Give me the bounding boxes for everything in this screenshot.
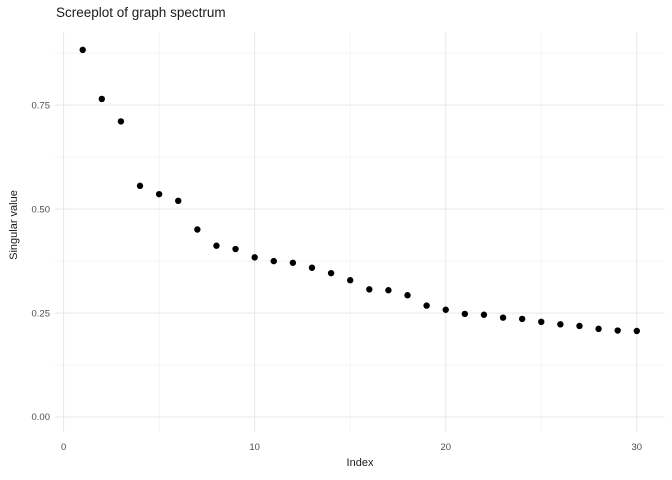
data-point xyxy=(385,287,392,294)
data-point xyxy=(117,118,125,125)
x-axis-tick-label: 30 xyxy=(632,442,643,453)
data-point xyxy=(633,327,640,335)
y-axis-tick-label: 0.25 xyxy=(32,308,51,319)
chart-title: Screeplot of graph spectrum xyxy=(56,5,226,20)
data-point xyxy=(614,327,621,334)
data-point xyxy=(442,306,449,313)
data-point xyxy=(538,318,545,326)
data-point xyxy=(346,277,354,284)
data-point xyxy=(327,269,335,277)
data-point xyxy=(595,325,602,333)
data-point xyxy=(366,286,373,293)
x-axis-tick-label: 0 xyxy=(61,442,66,453)
y-axis-tick-label: 0.50 xyxy=(32,204,51,215)
data-point xyxy=(270,257,277,265)
y-axis-title: Singular value xyxy=(8,190,20,260)
y-axis-tick-label: 0.00 xyxy=(32,412,51,423)
data-point xyxy=(251,254,258,261)
x-axis-title: Index xyxy=(346,457,374,469)
data-point xyxy=(423,302,430,309)
data-point xyxy=(155,190,163,198)
data-point xyxy=(232,245,239,253)
data-point xyxy=(404,292,411,299)
data-point xyxy=(289,259,297,266)
data-point xyxy=(136,182,144,190)
data-point xyxy=(461,310,469,318)
data-point xyxy=(576,322,583,330)
data-point xyxy=(557,321,564,328)
data-point xyxy=(518,315,526,323)
data-point xyxy=(308,264,316,271)
y-axis-tick-label: 0.75 xyxy=(32,100,51,111)
data-point xyxy=(79,46,86,54)
data-point xyxy=(499,314,507,321)
data-point xyxy=(213,242,220,249)
data-point xyxy=(98,95,106,103)
x-axis-tick-label: 20 xyxy=(440,442,451,453)
data-point xyxy=(480,311,488,318)
x-axis-tick-label: 10 xyxy=(249,442,260,453)
data-point xyxy=(175,197,182,205)
data-point xyxy=(194,226,201,233)
